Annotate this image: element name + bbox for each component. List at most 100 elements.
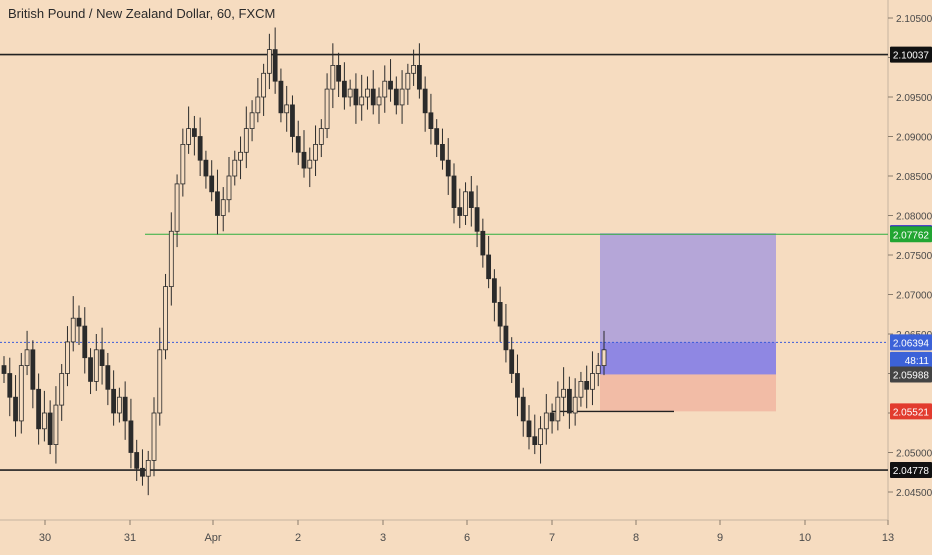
time-tick-label: 10 xyxy=(799,532,811,544)
price-label-box xyxy=(890,351,932,368)
candle-body xyxy=(503,325,509,351)
candle-body xyxy=(428,112,434,130)
candle-body xyxy=(313,143,318,161)
candle-body xyxy=(341,80,347,98)
price-label-text: 2.05521 xyxy=(893,407,930,418)
price-label-text: 2.04778 xyxy=(893,466,930,477)
candle-body xyxy=(151,412,157,461)
price-tick-label: 2.05000 xyxy=(896,449,932,460)
candle-body xyxy=(70,317,76,343)
price-label-text: 2.07762 xyxy=(893,230,930,241)
time-tick-label: 2 xyxy=(295,532,301,544)
candle-body xyxy=(497,301,503,327)
candle-body xyxy=(451,175,457,209)
candle-body xyxy=(595,365,601,374)
price-tick-label: 2.09000 xyxy=(896,133,932,144)
candle-body xyxy=(359,96,365,106)
time-tick-label: 7 xyxy=(549,532,555,544)
candle-body xyxy=(180,143,186,185)
candle-body xyxy=(422,88,428,114)
candle-body xyxy=(434,128,440,145)
price-label-box xyxy=(890,334,932,351)
candle-body xyxy=(520,396,526,422)
time-tick-label: 6 xyxy=(464,532,470,544)
candle-body xyxy=(584,380,590,390)
candle-body xyxy=(99,349,105,366)
candle-body xyxy=(145,459,151,477)
candle-body xyxy=(532,436,538,446)
price-label-text: 2.05988 xyxy=(893,370,930,381)
candle-body xyxy=(301,151,307,169)
price-label-box xyxy=(890,366,932,383)
candle-body xyxy=(122,396,128,422)
position-zones[interactable] xyxy=(600,233,776,412)
candle-body xyxy=(393,88,399,106)
candle-body xyxy=(572,396,578,414)
candle-body xyxy=(76,317,82,327)
candle-body xyxy=(318,128,324,145)
candle-body xyxy=(13,396,18,422)
time-axis-ticks: 30 31 Apr 2 3 6 7 8 9 10 13 xyxy=(39,520,894,544)
candle-body xyxy=(215,191,220,216)
candle-body xyxy=(53,404,59,446)
candle-body xyxy=(128,420,134,453)
candle-body xyxy=(405,72,411,90)
candle-body xyxy=(463,191,468,216)
candle-body xyxy=(186,128,192,145)
candle-body xyxy=(226,175,232,201)
candle-body xyxy=(163,286,168,351)
candle-body xyxy=(416,65,422,90)
candle-body xyxy=(382,80,388,98)
price-label-text: 48:11 xyxy=(905,356,930,367)
price-tick-label: 2.08500 xyxy=(896,172,932,183)
price-tick-label: 2.09500 xyxy=(896,93,932,104)
time-axis-panel[interactable] xyxy=(0,521,888,550)
stop-zone xyxy=(600,374,776,412)
candle-body xyxy=(543,412,549,430)
candle-body xyxy=(30,349,36,390)
price-label-text: 2.06394 xyxy=(893,338,930,349)
time-tick-label: Apr xyxy=(204,532,221,544)
open-profit-zone xyxy=(600,342,776,375)
time-tick-label: 31 xyxy=(124,532,136,544)
candle-body xyxy=(353,88,359,106)
price-label-box xyxy=(890,226,932,243)
candle-body xyxy=(157,349,163,414)
candle-body xyxy=(474,207,480,232)
candle-body xyxy=(480,230,486,256)
candle-body xyxy=(555,396,561,422)
candle-body xyxy=(295,136,301,153)
candle-body xyxy=(197,136,203,161)
candle-body xyxy=(445,159,451,177)
candle-body xyxy=(526,420,532,438)
candle-body xyxy=(238,151,243,161)
candle-body xyxy=(411,65,417,74)
candle-body xyxy=(7,373,13,398)
candle-body xyxy=(284,104,290,114)
price-tick-label: 2.10500 xyxy=(896,14,932,25)
candle-body xyxy=(41,412,47,430)
candle-body xyxy=(36,388,42,430)
candle-body xyxy=(249,112,255,130)
candle-body xyxy=(243,128,249,153)
candle-body xyxy=(111,388,117,414)
candle-body xyxy=(47,412,53,446)
price-tick-label: 2.08000 xyxy=(896,212,932,223)
candle-body xyxy=(486,254,492,280)
candle-body xyxy=(232,159,238,177)
time-tick-label: 3 xyxy=(380,532,386,544)
candle-body xyxy=(140,467,145,477)
candle-body xyxy=(388,80,393,90)
candle-body xyxy=(1,365,7,374)
candle-body xyxy=(93,349,99,382)
price-label-box xyxy=(890,46,932,63)
candle-body xyxy=(515,373,520,398)
price-axis-panel[interactable] xyxy=(888,0,932,520)
candle-body xyxy=(266,49,272,74)
candle-body xyxy=(330,65,336,90)
candle-body xyxy=(307,159,313,169)
candle-body xyxy=(209,175,215,193)
candle-body xyxy=(105,365,111,390)
price-tick-label: 2.07500 xyxy=(896,251,932,262)
